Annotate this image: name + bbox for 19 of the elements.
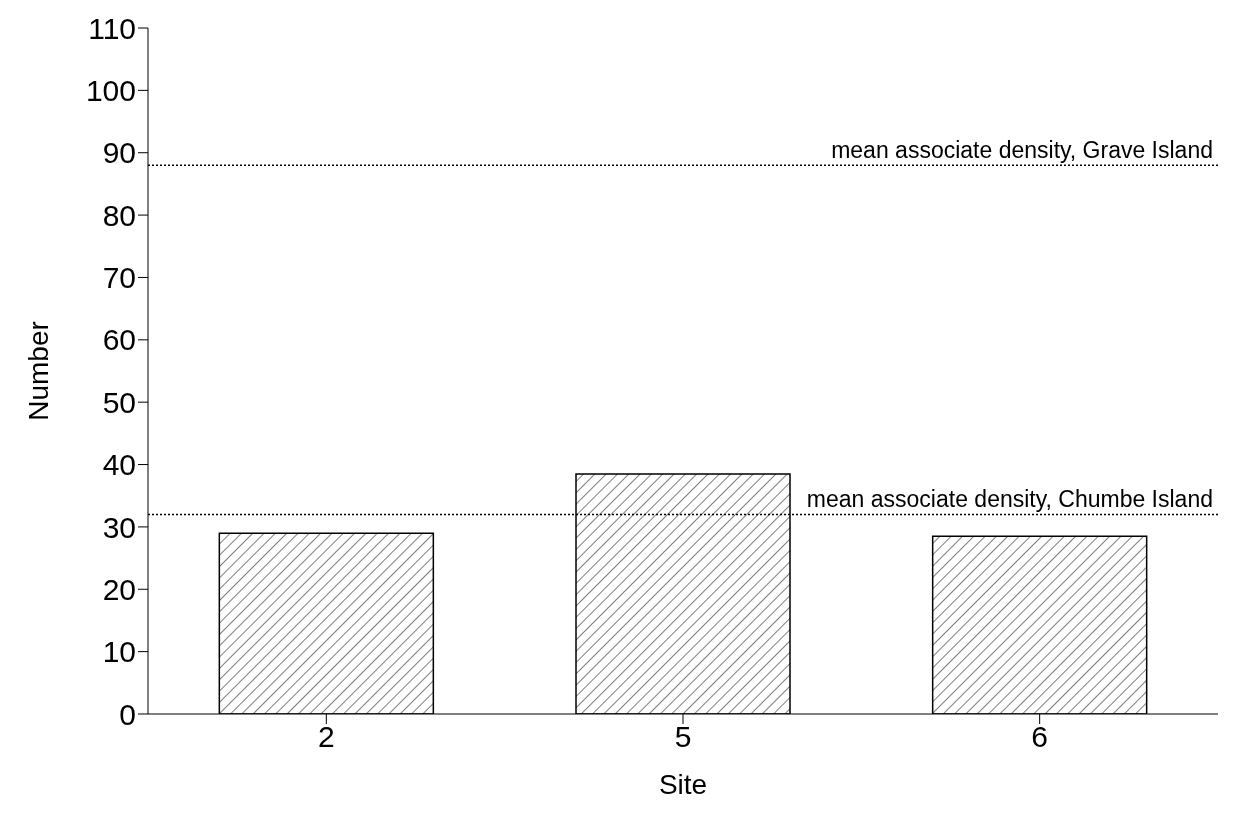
y-tick-label: 100 xyxy=(85,74,136,108)
y-tick-label: 20 xyxy=(102,572,136,606)
y-tick-label: 80 xyxy=(102,198,136,232)
x-axis-title: Site xyxy=(658,769,708,800)
y-axis-title: Number xyxy=(22,321,54,421)
y-tick-label: 40 xyxy=(102,448,136,482)
x-tick-label: 2 xyxy=(317,720,335,754)
y-tick-label: 90 xyxy=(102,136,136,170)
x-tick-label: 6 xyxy=(1031,720,1049,754)
y-tick-label: 110 xyxy=(88,11,136,45)
y-tick-label: 10 xyxy=(102,635,136,669)
y-tick-label: 30 xyxy=(102,510,136,544)
ref-line-label: mean associate density, Grave Island xyxy=(831,137,1213,164)
y-tick-label: 70 xyxy=(102,261,136,295)
x-tick-label: 5 xyxy=(674,720,692,754)
y-tick-label: 50 xyxy=(102,385,136,419)
ref-line-label: mean associate density, Chumbe Island xyxy=(806,486,1213,513)
y-tick-label: 0 xyxy=(119,697,136,731)
y-tick-label: 60 xyxy=(102,323,136,357)
